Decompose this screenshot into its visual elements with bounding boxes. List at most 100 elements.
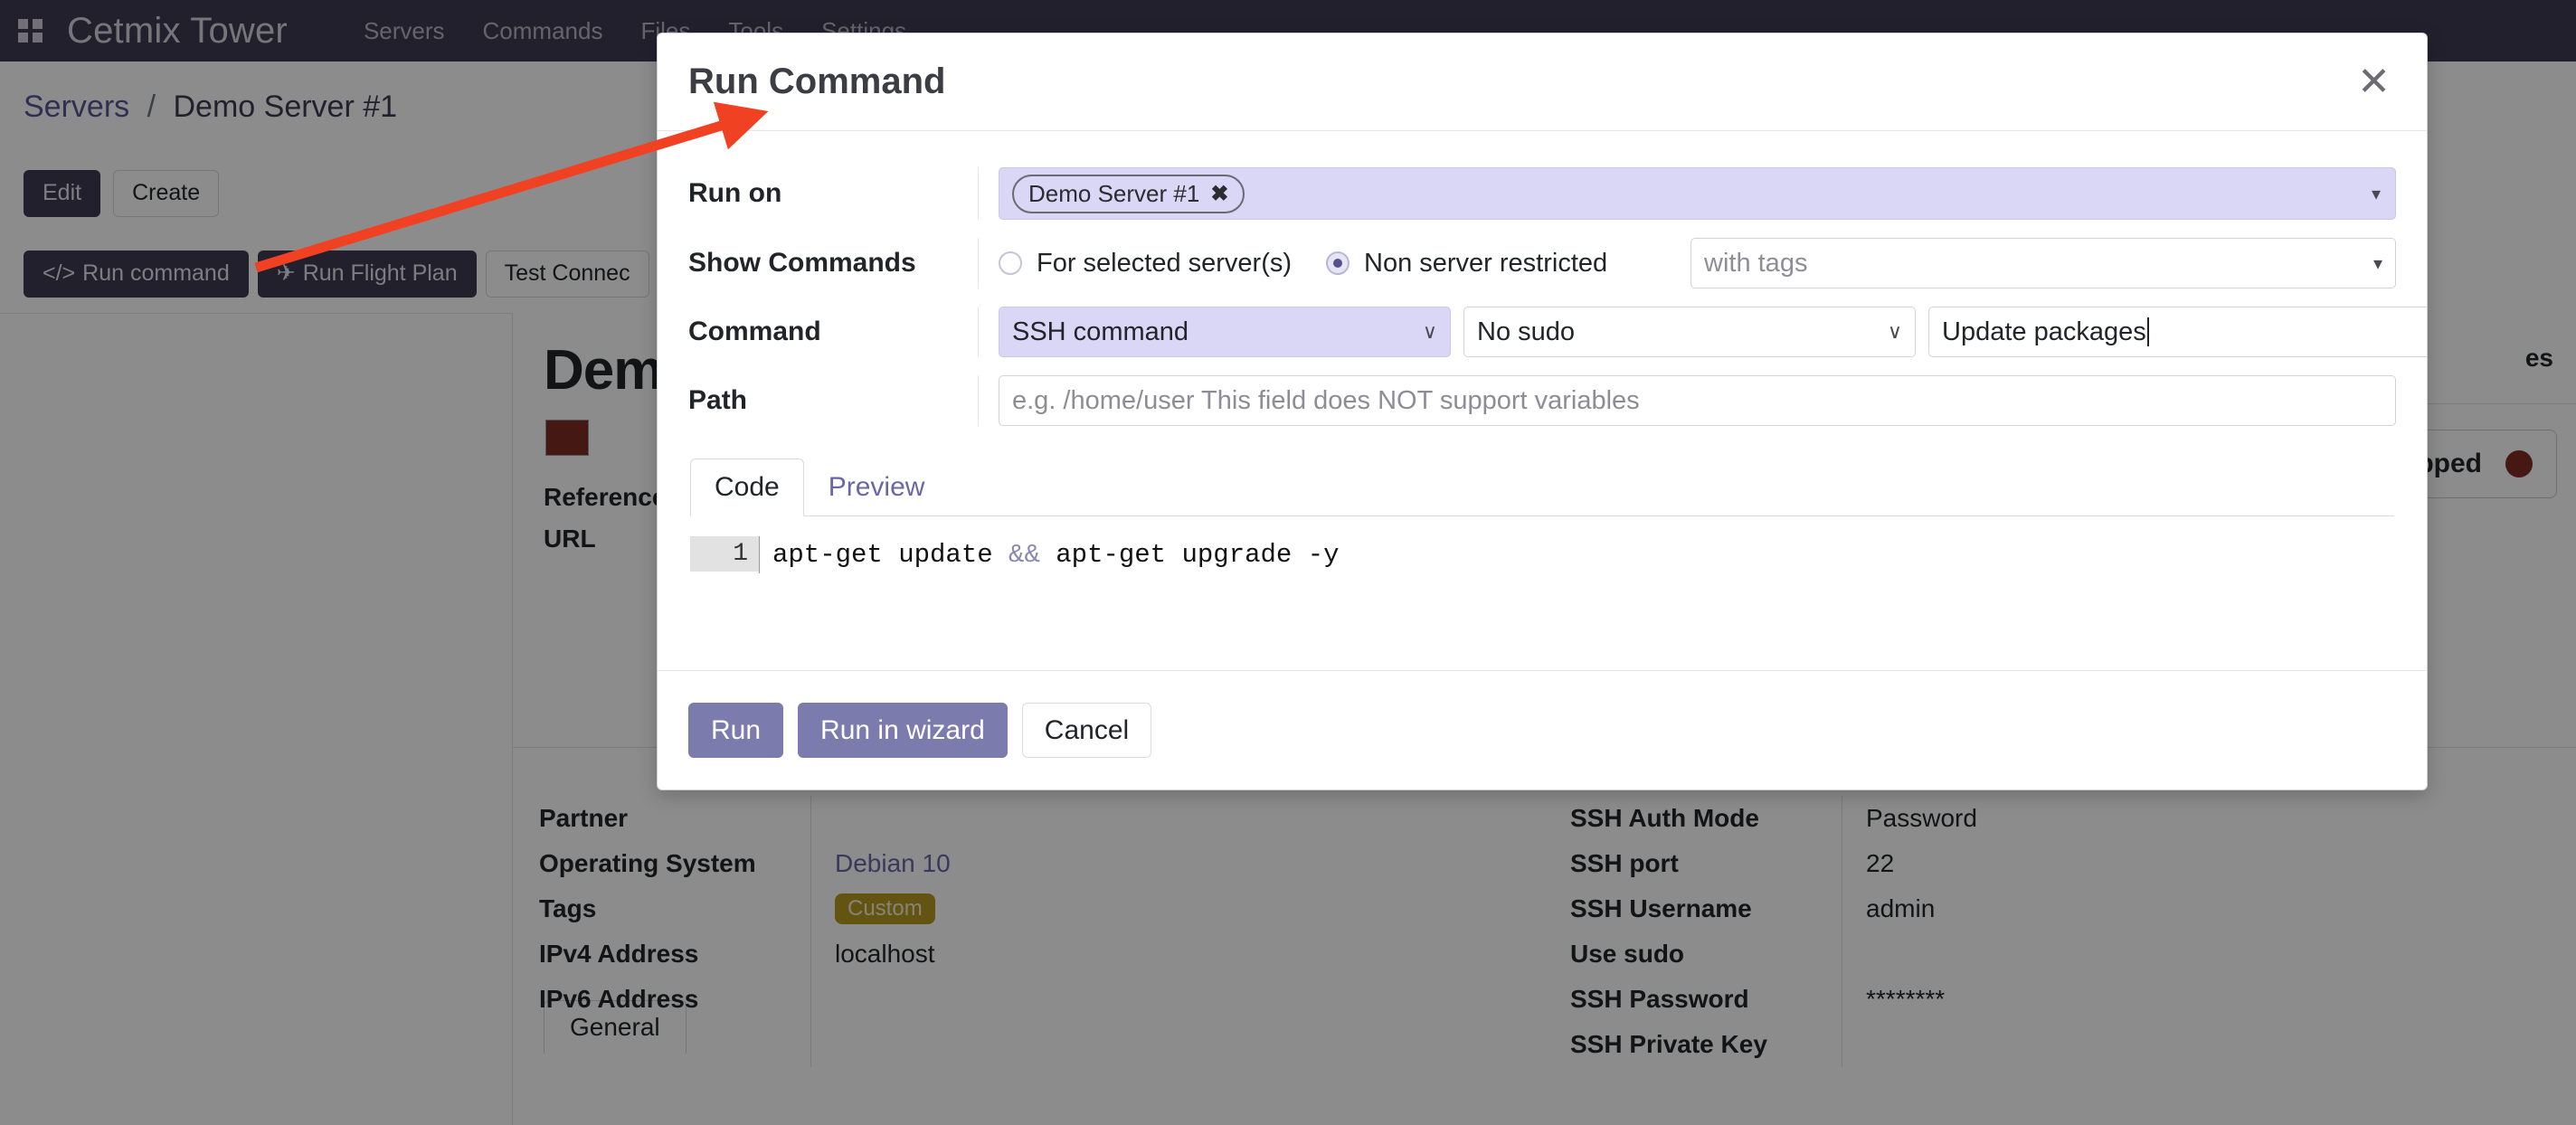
run-command-label: Run command (82, 260, 230, 287)
nav-links: Servers Commands Files Tools Settings (364, 17, 906, 45)
field-run-on-controls: Demo Server #1 ✖ ▾ (978, 167, 2396, 220)
run-command-button[interactable]: </> Run command (24, 251, 249, 298)
field-command: Command SSH command ∨ No sudo ∨ Update p… (688, 307, 2427, 357)
run-command-dialog: Run Command ✕ Run on Demo Server #1 ✖ ▾ … (657, 33, 2428, 790)
detail-column-right: SSH Auth Mode SSH port SSH Username Use … (1543, 796, 2574, 1067)
radio-for-selected-servers[interactable]: For selected server(s) (999, 249, 1292, 279)
detail-left-values: Debian 10 Custom localhost (810, 796, 1543, 1067)
run-on-input[interactable]: Demo Server #1 ✖ ▾ (999, 167, 2396, 220)
radio-label-for-selected-servers: For selected server(s) (1037, 248, 1293, 278)
run-on-chip[interactable]: Demo Server #1 ✖ (1012, 174, 1245, 213)
command-name-value: Update packages (1942, 317, 2146, 346)
label-tags: Tags (539, 894, 597, 922)
label-operating-system: Operating System (539, 849, 756, 877)
code-editor: Code Preview 1 apt-get update && apt-get… (688, 459, 2396, 573)
status-dot-icon (2505, 450, 2533, 477)
value-ssh-password: ******** (1866, 985, 1946, 1013)
sudo-select[interactable]: No sudo ∨ (1463, 307, 1916, 357)
path-input[interactable]: e.g. /home/user This field does NOT supp… (999, 375, 2396, 426)
dialog-footer: Run Run in wizard Cancel (658, 670, 2427, 789)
label-command: Command (688, 317, 821, 346)
run-on-chip-label: Demo Server #1 (1028, 179, 1200, 207)
label-ssh-username: SSH Username (1570, 894, 1752, 922)
apps-grid-icon[interactable] (14, 14, 47, 47)
command-name-select[interactable]: Update packages ▾ (1928, 307, 2427, 357)
code-line-1[interactable]: apt-get update && apt-get upgrade -y (759, 536, 1340, 573)
chevron-down-icon[interactable]: ▾ (2371, 184, 2381, 204)
value-ssh-port: 22 (1866, 849, 1895, 877)
brand-title: Cetmix Tower (67, 10, 288, 51)
field-run-on: Run on Demo Server #1 ✖ ▾ (688, 167, 2396, 220)
edit-button[interactable]: Edit (24, 170, 101, 217)
breadcrumb-separator: / (147, 89, 156, 124)
field-path-controls: e.g. /home/user This field does NOT supp… (978, 375, 2396, 426)
value-ssh-auth-mode: Password (1866, 804, 1977, 832)
field-path: Path e.g. /home/user This field does NOT… (688, 375, 2396, 426)
label-run-on: Run on (688, 178, 782, 208)
detail-fields: Partner Operating System Tags IPv4 Addre… (512, 796, 2576, 1067)
run-in-wizard-button[interactable]: Run in wizard (798, 703, 1008, 758)
detail-column-left: Partner Operating System Tags IPv4 Addre… (512, 796, 1543, 1067)
text-cursor (2146, 317, 2149, 346)
cancel-button[interactable]: Cancel (1021, 703, 1152, 758)
code-token-operator: && (1009, 540, 1040, 570)
dialog-title: Run Command (688, 61, 946, 101)
chevron-down-icon[interactable]: ∨ (1422, 320, 1437, 343)
radio-icon-unchecked[interactable] (999, 251, 1022, 275)
radio-non-server-restricted[interactable]: Non server restricted (1326, 249, 1607, 279)
field-command-controls: SSH command ∨ No sudo ∨ Update packages … (978, 307, 2427, 357)
detail-right-values: Password 22 admin ******** (1842, 796, 2574, 1067)
code-editor-tabs: Code Preview (690, 459, 2394, 516)
label-show-commands: Show Commands (688, 248, 916, 278)
code-icon: </> (43, 260, 76, 287)
value-ssh-username: admin (1866, 894, 1936, 922)
label-path: Path (688, 385, 748, 415)
label-ipv6-address: IPv6 Address (539, 985, 699, 1013)
close-icon[interactable]: ✕ (2352, 61, 2396, 103)
tags-select-placeholder: with tags (1704, 248, 1808, 278)
label-use-sudo: Use sudo (1570, 940, 1685, 968)
dialog-body: Run on Demo Server #1 ✖ ▾ Show Commands … (658, 131, 2427, 573)
label-partner: Partner (539, 804, 629, 832)
radio-icon-checked[interactable] (1326, 251, 1350, 275)
chevron-down-icon[interactable]: ∨ (1887, 320, 1902, 343)
notebook-tabs: General (544, 1000, 687, 1054)
code-token-suffix: apt-get upgrade -y (1039, 540, 1340, 570)
reference-label: Reference (544, 483, 667, 511)
tab-code[interactable]: Code (690, 459, 804, 516)
label-ipv4-address: IPv4 Address (539, 940, 699, 968)
code-token-prefix: apt-get update (772, 540, 1009, 570)
dialog-header: Run Command ✕ (658, 33, 2427, 131)
nav-item-commands[interactable]: Commands (482, 16, 603, 44)
nav-item-servers[interactable]: Servers (363, 16, 445, 44)
record-color-swatch[interactable] (545, 420, 589, 456)
command-type-value: SSH command (1012, 317, 1189, 346)
label-ssh-password: SSH Password (1570, 985, 1749, 1013)
run-button[interactable]: Run (688, 703, 784, 758)
url-label: URL (544, 525, 596, 553)
detail-right-labels: SSH Auth Mode SSH port SSH Username Use … (1570, 796, 1842, 1067)
code-editor-body[interactable]: 1 apt-get update && apt-get upgrade -y (690, 516, 2394, 573)
value-ipv4-address: localhost (835, 940, 935, 968)
label-ssh-auth-mode: SSH Auth Mode (1570, 804, 1759, 832)
create-button[interactable]: Create (113, 170, 220, 217)
chevron-down-icon[interactable]: ▾ (2372, 253, 2382, 274)
value-tag-custom[interactable]: Custom (835, 893, 935, 924)
detail-left-labels: Partner Operating System Tags IPv4 Addre… (539, 796, 810, 1067)
x-icon[interactable]: ✖ (1210, 181, 1229, 206)
field-show-commands-controls: For selected server(s) Non server restri… (978, 238, 2396, 288)
sudo-value: No sudo (1477, 317, 1576, 346)
label-ssh-private-key: SSH Private Key (1570, 1030, 1767, 1058)
code-line-number: 1 (690, 536, 759, 572)
value-operating-system[interactable]: Debian 10 (835, 849, 951, 877)
tags-select[interactable]: with tags ▾ (1690, 238, 2396, 288)
radio-label-non-server-restricted: Non server restricted (1364, 248, 1608, 278)
command-type-select[interactable]: SSH command ∨ (999, 307, 1451, 357)
field-show-commands: Show Commands For selected server(s) Non… (688, 238, 2396, 288)
breadcrumb-root[interactable]: Servers (24, 89, 130, 124)
status-badge-label: pped (2417, 449, 2482, 478)
notebook-tab-general[interactable]: General (544, 1000, 687, 1054)
tab-preview[interactable]: Preview (828, 472, 925, 502)
path-placeholder: e.g. /home/user This field does NOT supp… (1012, 385, 1640, 415)
label-ssh-port: SSH port (1570, 849, 1679, 877)
